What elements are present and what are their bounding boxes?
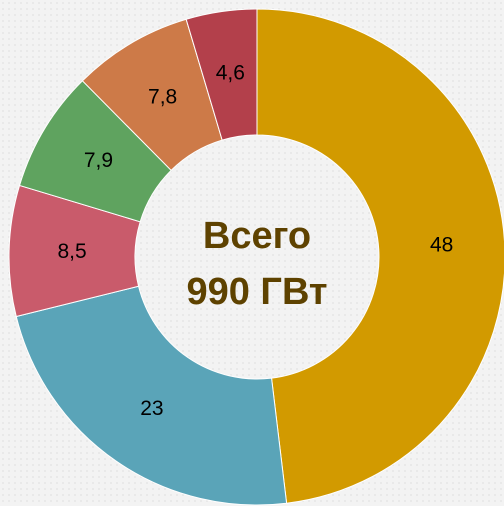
data-label: 4,6 xyxy=(216,61,245,84)
data-label: 23 xyxy=(140,397,163,420)
center-text: 990 ГВт xyxy=(186,271,327,313)
wedge xyxy=(185,8,258,141)
wedge xyxy=(256,8,504,504)
wedges xyxy=(8,8,504,506)
data-label: 7,9 xyxy=(84,149,113,172)
wedge xyxy=(15,285,288,506)
center-text: Всего xyxy=(203,215,311,257)
data-label: 8,5 xyxy=(57,240,86,263)
data-label: 7,8 xyxy=(148,85,177,108)
data-label: 48 xyxy=(430,233,453,256)
